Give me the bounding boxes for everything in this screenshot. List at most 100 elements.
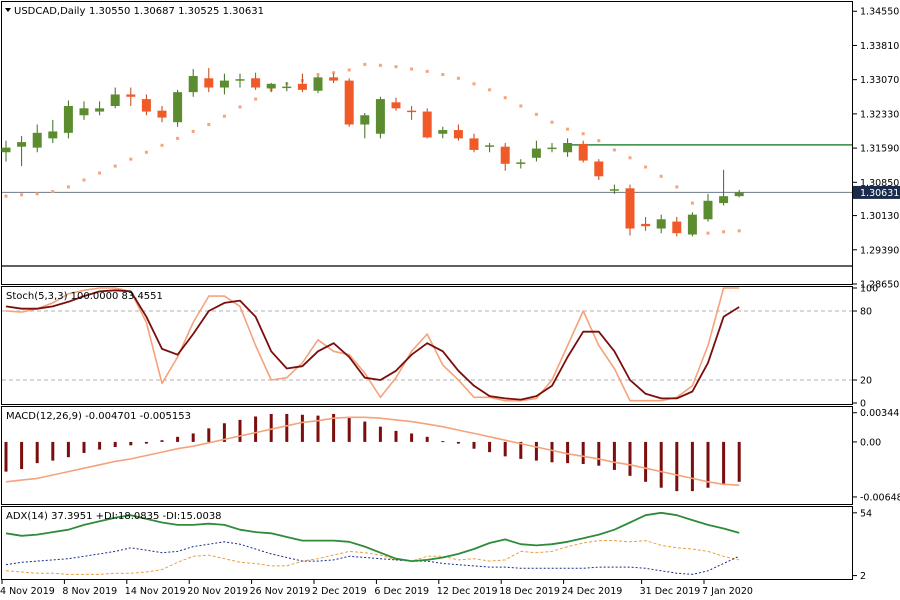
sar-dot	[488, 88, 492, 92]
macd-histogram-bar	[160, 440, 164, 442]
macd-histogram-bar	[566, 441, 570, 464]
sar-dot	[66, 185, 70, 189]
candle-body	[625, 188, 635, 229]
sar-dot	[98, 171, 102, 175]
candle-body	[297, 83, 307, 90]
candle-body	[547, 147, 557, 150]
adx-title: ADX(14) 37.3951 +DI:18.0835 -DI:15.0038	[6, 511, 222, 522]
price-axis-label: 1.28650	[860, 280, 899, 291]
candle-body	[266, 83, 276, 89]
candle-body	[375, 99, 385, 134]
candle-body	[719, 196, 729, 204]
x-axis-label: 31 Dec 2019	[640, 586, 701, 597]
price-axis-label: 1.29390	[860, 245, 899, 256]
macd-histogram-bar	[612, 441, 616, 470]
macd-title: MACD(12,26,9) -0.004701 -0.005153	[6, 411, 191, 422]
sar-dot	[82, 178, 86, 182]
macd-histogram-bar	[332, 413, 336, 442]
candle-body	[188, 75, 198, 93]
candle-body	[578, 143, 588, 161]
candle-body	[251, 78, 261, 88]
sar-dot	[706, 231, 710, 235]
x-axis-label: 20 Nov 2019	[187, 586, 248, 597]
macd-histogram-bar	[410, 433, 414, 442]
macd-histogram-bar	[51, 441, 55, 461]
x-axis-label: 24 Dec 2019	[562, 586, 623, 597]
sar-dot	[737, 229, 741, 233]
sar-dot	[332, 71, 336, 75]
sar-dot	[597, 139, 601, 143]
candle-body	[734, 192, 744, 197]
candle-body	[157, 110, 167, 118]
candle-body	[609, 189, 619, 191]
sar-dot	[254, 97, 258, 101]
sar-dot	[550, 120, 554, 124]
candle-body	[594, 161, 604, 177]
x-axis-label: 12 Dec 2019	[437, 586, 498, 597]
current-price-tag	[853, 185, 900, 199]
price-axis-label: 1.30850	[860, 178, 899, 189]
macd-histogram-bar	[675, 441, 679, 492]
sar-dot	[503, 96, 507, 100]
macd-histogram-bar	[66, 441, 70, 458]
macd-axis-label: 0.00	[860, 437, 881, 448]
macd-histogram-bar	[534, 441, 538, 461]
price-plot	[1, 62, 852, 267]
candle-body	[485, 145, 495, 147]
sar-dot	[191, 129, 195, 133]
candle-body	[531, 148, 541, 158]
stoch-axis-label: 0	[860, 399, 866, 410]
sar-dot	[534, 112, 538, 116]
sar-dot	[4, 194, 8, 198]
candle-body	[48, 131, 58, 139]
sar-dot	[612, 148, 616, 152]
stoch-axis-label: 20	[860, 376, 872, 387]
candle-body	[235, 79, 245, 81]
candle-body	[126, 94, 136, 97]
sar-dot	[628, 156, 632, 160]
macd-histogram-bar	[659, 441, 663, 488]
candle-body	[173, 92, 183, 123]
candle-body	[141, 99, 151, 112]
macd-histogram-bar	[378, 426, 382, 442]
candle-body	[407, 110, 417, 113]
sar-dot	[722, 230, 726, 234]
macd-histogram-bar	[300, 414, 304, 442]
x-axis-label: 2 Dec 2019	[312, 586, 367, 597]
macd-signal-line	[5, 416, 740, 486]
candle-body	[344, 80, 354, 125]
macd-histogram-bar	[129, 441, 133, 446]
x-axis-label: 4 Nov 2019	[0, 586, 55, 597]
candle-body	[438, 130, 448, 134]
symbol-dropdown-icon[interactable]	[5, 8, 11, 12]
macd-histogram-bar	[441, 441, 445, 443]
candle-body	[1, 147, 11, 153]
macd-histogram-bar	[285, 413, 289, 442]
axis-labels: 1.34550 1.33810 1.33070 1.32330 1.31590 1.308…	[0, 7, 900, 597]
macd-histogram-bar	[581, 441, 585, 464]
macd-histogram-bar	[706, 441, 710, 488]
symbol-label[interactable]: USDCAD,Daily	[14, 6, 85, 17]
sar-dot	[394, 65, 398, 69]
price-axis-label: 1.31590	[860, 144, 899, 155]
macd-histogram-bar	[35, 441, 39, 464]
macd-histogram-bar	[222, 423, 226, 442]
candle-body	[641, 223, 651, 227]
price-axis-label: 1.33810	[860, 41, 899, 52]
macd-histogram-bar	[472, 441, 476, 449]
sar-dot	[35, 192, 39, 196]
candle-body	[672, 221, 682, 234]
candle-body	[703, 200, 713, 220]
macd-histogram-bar	[238, 419, 242, 442]
x-axis-label: 6 Dec 2019	[374, 586, 429, 597]
x-axis-label: 7 Jan 2020	[702, 586, 753, 597]
candle-body	[453, 130, 463, 139]
macd-histogram-bar	[550, 441, 554, 463]
macd-histogram-bar	[20, 441, 24, 470]
sar-dot	[456, 76, 460, 80]
candle-body	[516, 162, 526, 164]
sar-dot	[675, 185, 679, 189]
macd-histogram-bar	[503, 441, 507, 457]
sar-dot	[160, 143, 164, 147]
